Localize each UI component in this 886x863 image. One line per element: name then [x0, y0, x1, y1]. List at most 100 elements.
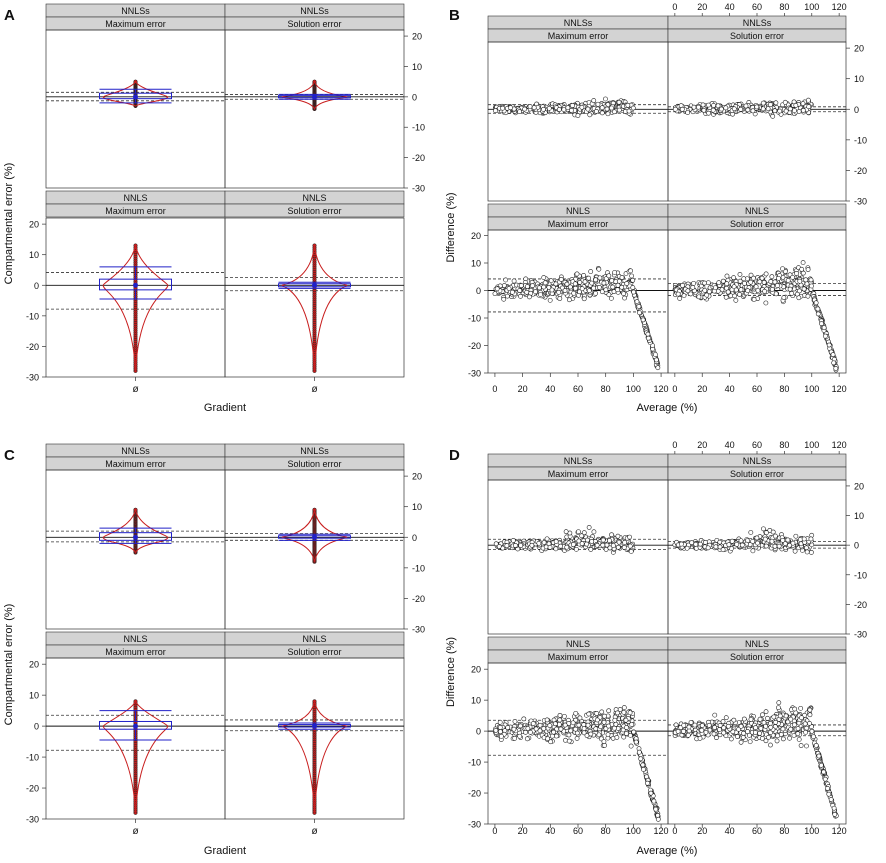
data-point [497, 719, 503, 725]
data-point [782, 99, 788, 105]
data-point [712, 725, 718, 730]
data-point [621, 705, 627, 710]
data-point [825, 786, 830, 791]
strip-bottom-label: Solution error [730, 469, 784, 479]
data-point [723, 715, 729, 721]
data-point [696, 294, 702, 300]
x-tick-label: 80 [601, 826, 611, 836]
data-point [547, 297, 553, 303]
data-point [566, 738, 572, 744]
data-point [724, 273, 730, 279]
x-tick-label: 0 [492, 826, 497, 836]
data-point [731, 284, 737, 290]
data-point [607, 538, 612, 543]
strip-top-label: NNLS [123, 193, 147, 203]
x-tick-label: 100 [626, 826, 641, 836]
data-point [525, 725, 531, 731]
data-point [615, 533, 621, 539]
x-tick-label: 40 [725, 826, 735, 836]
data-point [645, 331, 651, 337]
data-point [625, 102, 631, 108]
y-tick-label-right: 10 [854, 74, 864, 84]
data-point [607, 545, 613, 551]
data-point [755, 288, 761, 293]
median-dot [312, 534, 317, 540]
y-axis-label: Compartmental error (%) [3, 163, 15, 285]
data-point [551, 729, 557, 735]
data-point [773, 291, 779, 297]
x-tick-label: ø [311, 826, 317, 837]
data-point [819, 321, 824, 327]
data-point [616, 278, 622, 284]
data-point [750, 108, 756, 114]
data-point [634, 299, 640, 304]
data-point [524, 289, 530, 295]
data-point [623, 717, 629, 723]
data-point [693, 541, 699, 547]
data-point [652, 352, 658, 357]
data-point [795, 726, 801, 731]
x-axis-label: Average (%) [637, 402, 698, 414]
data-point [546, 105, 552, 111]
data-point [739, 542, 745, 548]
data-point [609, 532, 614, 538]
data-point [573, 285, 578, 291]
x-tick-label: ø [132, 384, 138, 395]
data-point [776, 275, 781, 281]
data-point [581, 296, 587, 302]
data-point [496, 544, 502, 549]
x-tick-label: 100 [626, 384, 641, 394]
data-point [640, 762, 646, 768]
data-point [677, 296, 683, 301]
data-point [598, 724, 604, 730]
data-point [672, 106, 678, 112]
y-tick-label: -30 [26, 815, 39, 825]
data-point [564, 281, 570, 287]
data-point [541, 726, 547, 731]
x-tick-label-top: 0 [672, 2, 677, 12]
data-point [517, 109, 523, 115]
data-point [561, 107, 567, 113]
data-point [688, 720, 694, 725]
data-point [721, 730, 727, 736]
y-tick-label: -20 [26, 342, 39, 352]
data-point [563, 737, 568, 743]
x-tick-label: 0 [492, 384, 497, 394]
median-dot [133, 282, 138, 288]
data-point [800, 260, 806, 265]
y-tick-label: -20 [26, 784, 39, 794]
data-point [569, 108, 574, 113]
data-point [763, 300, 769, 306]
data-point [623, 731, 629, 736]
strip-top-label: NNLSs [121, 6, 150, 16]
data-point [531, 105, 537, 110]
data-point [556, 289, 562, 295]
x-tick-label-top: 40 [725, 2, 735, 12]
strip-top-label: NNLS [302, 193, 326, 203]
x-tick-label-top: 120 [832, 440, 847, 450]
data-point [553, 281, 559, 287]
data-point [742, 280, 747, 286]
data-point [568, 728, 574, 734]
data-point [691, 104, 697, 110]
data-point [714, 735, 719, 741]
data-point [763, 271, 769, 277]
data-point [715, 103, 721, 109]
x-tick-label: 120 [832, 384, 847, 394]
x-tick-label-top: 60 [752, 440, 762, 450]
data-point [702, 288, 708, 293]
y-tick-label: -20 [468, 341, 481, 351]
data-point [624, 281, 630, 286]
y-tick-label-right: 0 [854, 541, 859, 551]
data-point [826, 791, 832, 797]
data-point [522, 106, 528, 112]
data-point [599, 709, 605, 715]
data-point [521, 716, 527, 722]
data-point [804, 549, 810, 555]
data-point [725, 289, 731, 295]
data-point [772, 279, 778, 285]
x-tick-label: 40 [545, 826, 555, 836]
data-point [763, 709, 769, 715]
data-point [537, 722, 543, 728]
x-axis-label: Gradient [204, 402, 246, 414]
